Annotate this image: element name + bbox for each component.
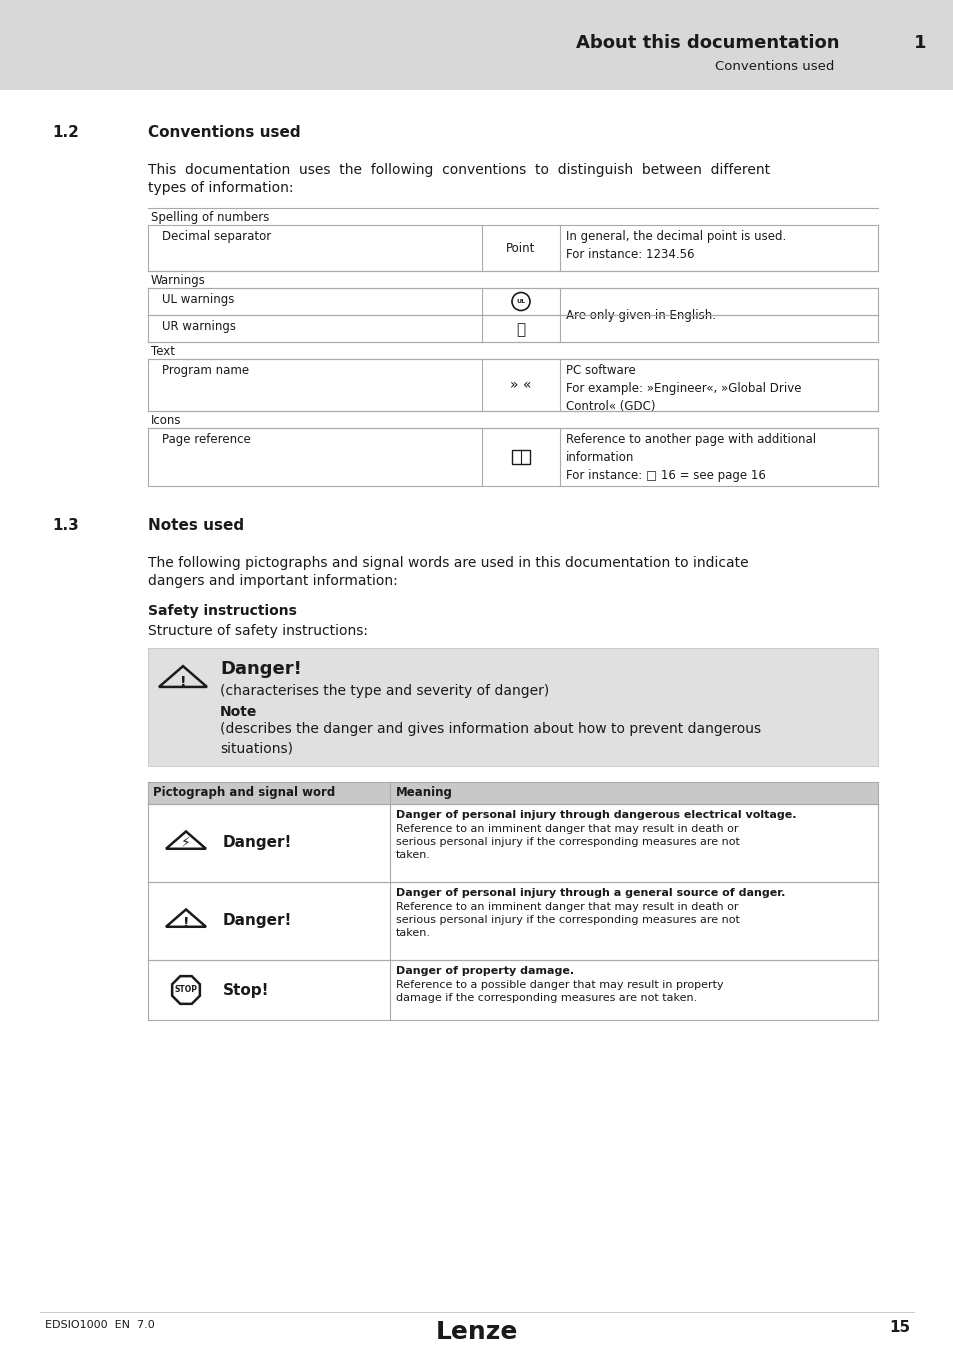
- Bar: [148, 782, 877, 805]
- Text: Ⓡ: Ⓡ: [516, 323, 525, 338]
- Text: Danger!: Danger!: [220, 660, 301, 678]
- Text: Reference to an imminent danger that may result in death or
serious personal inj: Reference to an imminent danger that may…: [395, 902, 740, 938]
- Text: Safety instructions: Safety instructions: [148, 603, 296, 618]
- Text: (characterises the type and severity of danger): (characterises the type and severity of …: [220, 684, 549, 698]
- Text: Danger of personal injury through a general source of danger.: Danger of personal injury through a gene…: [395, 888, 784, 898]
- Text: Conventions used: Conventions used: [148, 126, 300, 140]
- Text: Reference to an imminent danger that may result in death or
serious personal inj: Reference to an imminent danger that may…: [395, 824, 740, 860]
- Text: About this documentation: About this documentation: [576, 34, 840, 53]
- Text: Structure of safety instructions:: Structure of safety instructions:: [148, 624, 368, 639]
- Text: Danger!: Danger!: [223, 836, 292, 850]
- Text: Text: Text: [151, 346, 174, 358]
- Text: EDSIO1000  EN  7.0: EDSIO1000 EN 7.0: [45, 1320, 154, 1330]
- Text: Point: Point: [506, 242, 536, 255]
- Text: In general, the decimal point is used.
For instance: 1234.56: In general, the decimal point is used. F…: [565, 230, 785, 261]
- Text: (describes the danger and gives information about how to prevent dangerous
situa: (describes the danger and gives informat…: [220, 722, 760, 756]
- Text: » «: » «: [510, 378, 531, 392]
- Text: The following pictographs and signal words are used in this documentation to ind: The following pictographs and signal wor…: [148, 556, 748, 570]
- Text: Spelling of numbers: Spelling of numbers: [151, 211, 269, 224]
- Text: This  documentation  uses  the  following  conventions  to  distinguish  between: This documentation uses the following co…: [148, 163, 769, 177]
- Bar: [0, 0, 953, 90]
- Text: !: !: [179, 675, 186, 688]
- Text: Page reference: Page reference: [162, 433, 251, 446]
- Text: Notes used: Notes used: [148, 518, 244, 533]
- Text: Reference to a possible danger that may result in property
damage if the corresp: Reference to a possible danger that may …: [395, 980, 723, 1003]
- Text: 1.3: 1.3: [52, 518, 79, 533]
- Bar: [148, 648, 877, 765]
- Text: dangers and important information:: dangers and important information:: [148, 574, 397, 589]
- Text: Meaning: Meaning: [395, 786, 453, 799]
- Text: Note: Note: [220, 705, 257, 720]
- Text: Lenze: Lenze: [436, 1320, 517, 1345]
- Text: PC software
For example: »Engineer«, »Global Drive
Control« (GDC): PC software For example: »Engineer«, »Gl…: [565, 364, 801, 413]
- Text: Danger of property damage.: Danger of property damage.: [395, 967, 574, 976]
- Text: Conventions used: Conventions used: [715, 59, 834, 73]
- Text: Decimal separator: Decimal separator: [162, 230, 271, 243]
- Text: 15: 15: [888, 1320, 909, 1335]
- Text: Icons: Icons: [151, 414, 181, 427]
- Text: 1.2: 1.2: [52, 126, 79, 140]
- Text: UL warnings: UL warnings: [162, 293, 234, 306]
- Text: UR warnings: UR warnings: [162, 320, 235, 333]
- Text: 1: 1: [913, 34, 925, 53]
- Text: types of information:: types of information:: [148, 181, 294, 194]
- Text: Program name: Program name: [162, 364, 249, 377]
- Text: Reference to another page with additional
information
For instance: □ 16 = see p: Reference to another page with additiona…: [565, 433, 815, 482]
- Text: Pictograph and signal word: Pictograph and signal word: [152, 786, 335, 799]
- Text: Are only given in English.: Are only given in English.: [565, 309, 716, 321]
- Text: STOP: STOP: [174, 986, 197, 995]
- Text: Danger of personal injury through dangerous electrical voltage.: Danger of personal injury through danger…: [395, 810, 796, 819]
- Text: Danger!: Danger!: [223, 914, 292, 929]
- Bar: [512, 450, 530, 464]
- Text: Warnings: Warnings: [151, 274, 206, 288]
- Text: UL: UL: [516, 298, 525, 304]
- Text: !: !: [183, 917, 189, 930]
- Text: ⚡: ⚡: [181, 836, 191, 850]
- Text: Stop!: Stop!: [223, 983, 269, 998]
